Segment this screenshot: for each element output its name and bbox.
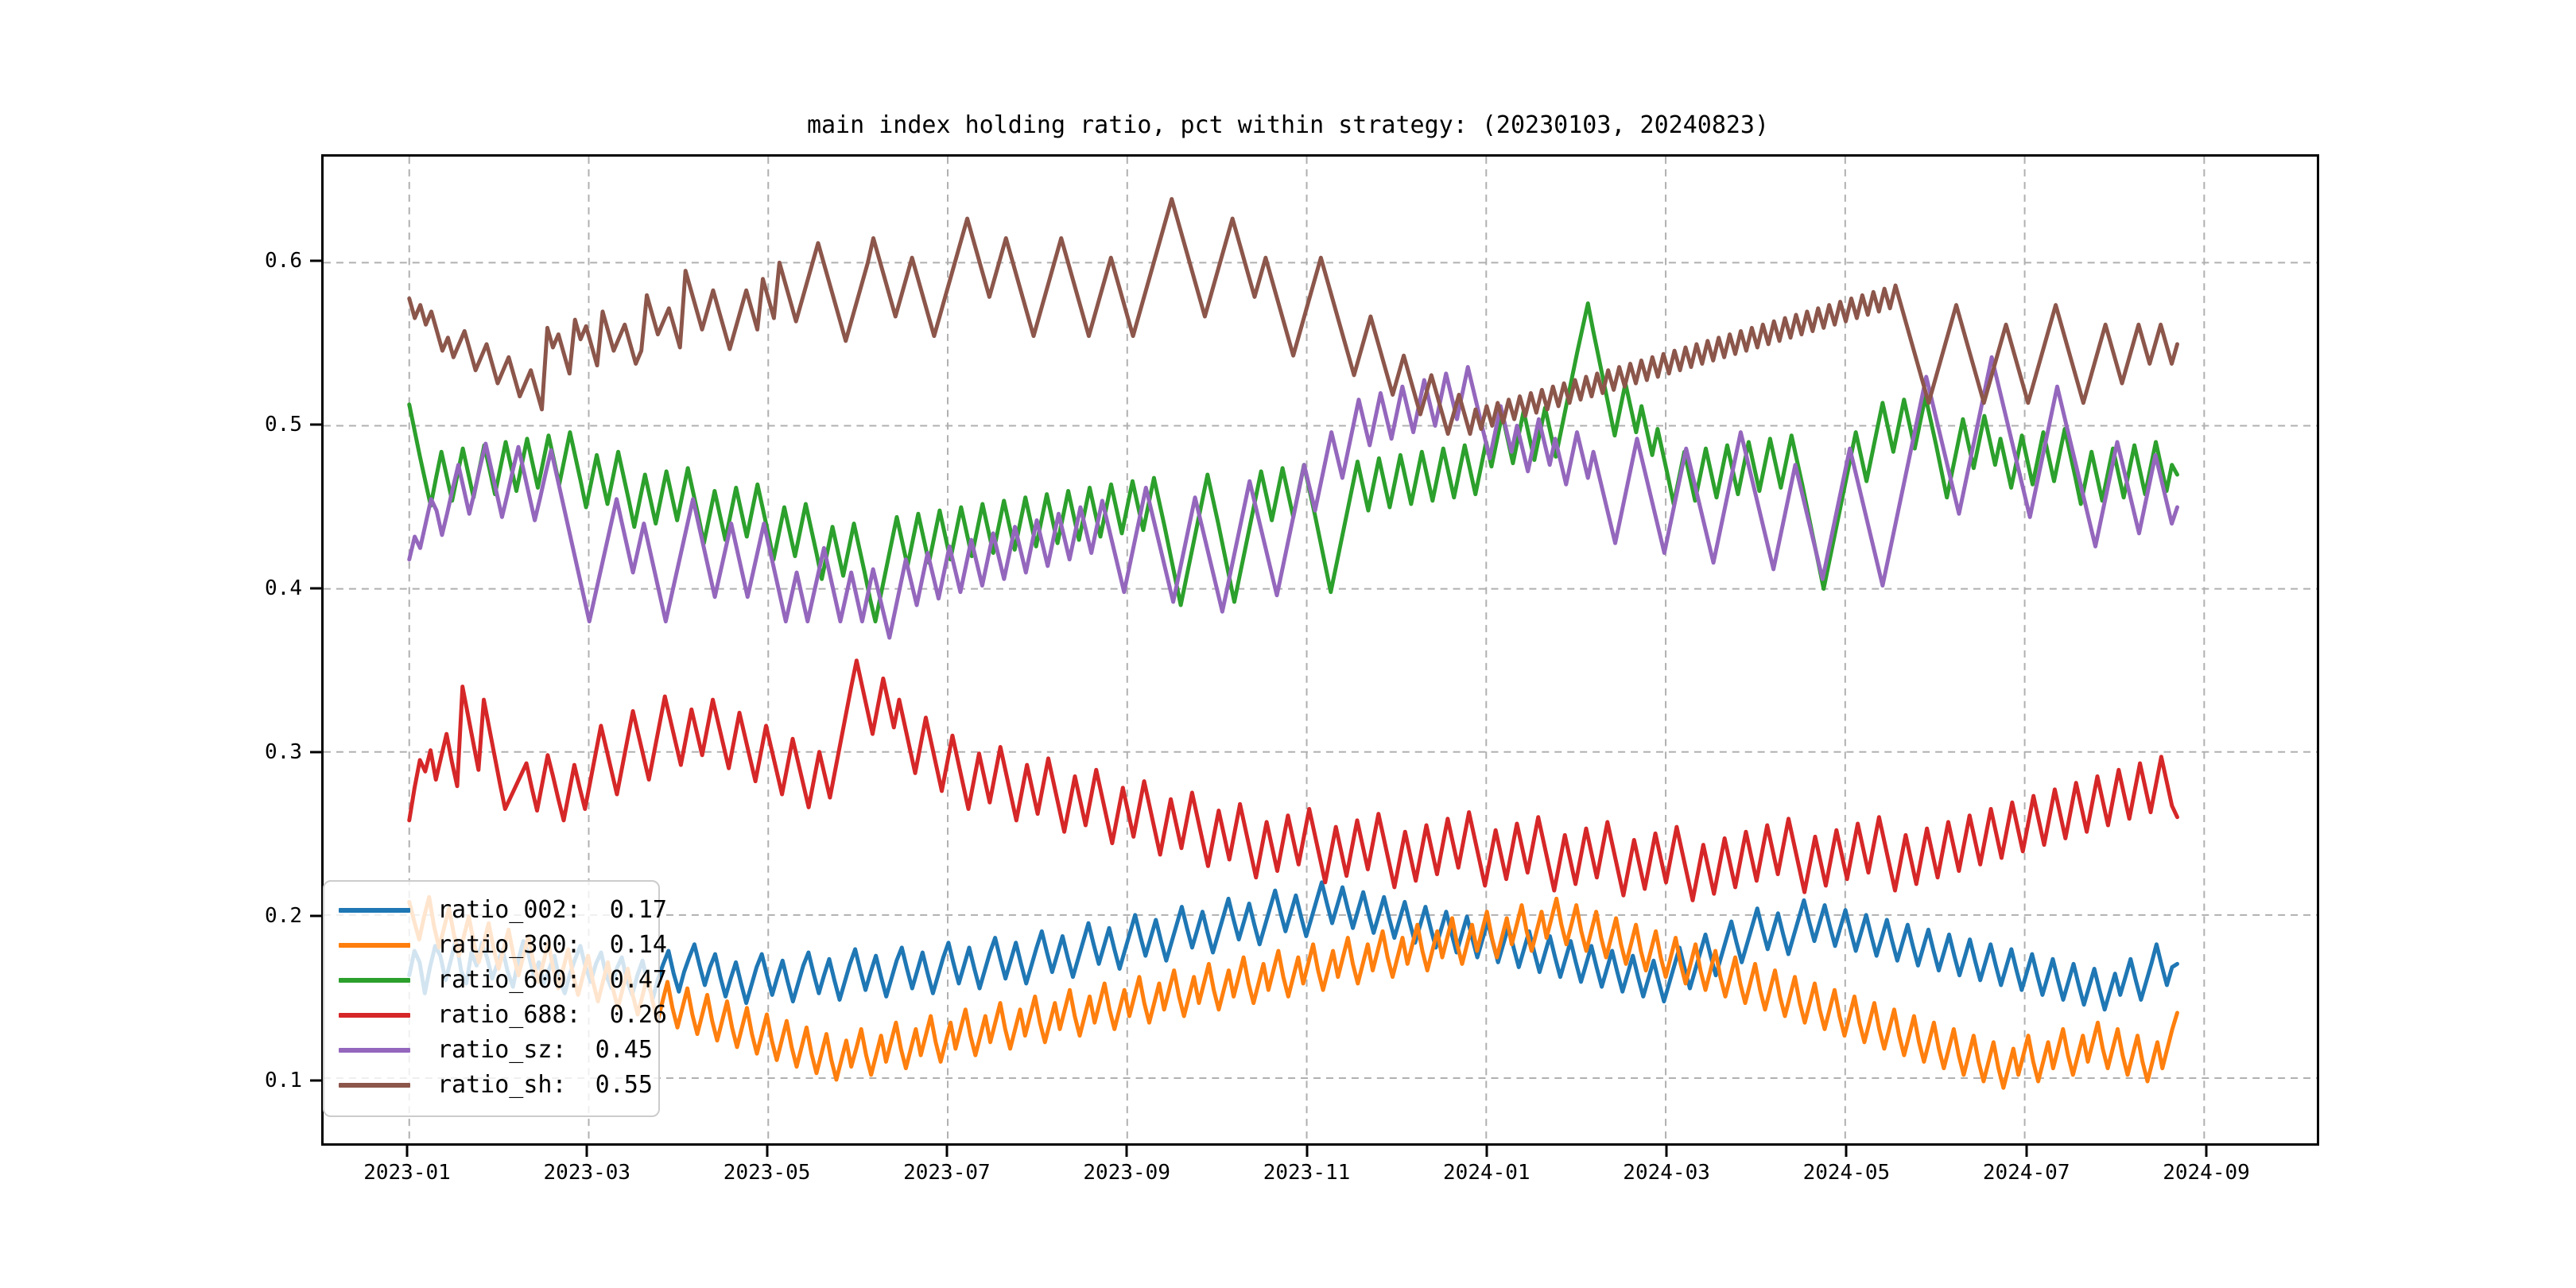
series-line-ratio_300 — [407, 894, 2179, 1090]
legend-label-ratio_sz: ratio_sz: 0.45 — [437, 1036, 653, 1064]
chart-title: main index holding ratio, pct within str… — [806, 111, 1770, 139]
legend-color-swatch-ratio_300 — [339, 943, 410, 948]
y-tick-mark — [310, 751, 321, 754]
legend-label-ratio_688: ratio_688: 0.26 — [437, 1001, 667, 1029]
series-line-ratio_sh — [407, 196, 2179, 436]
x-tick-label: 2023-09 — [1083, 1161, 1170, 1185]
series-line-ratio_sz — [407, 355, 2179, 640]
data-series-lines — [407, 196, 2179, 1090]
x-tick-mark — [1665, 1146, 1668, 1157]
legend-color-swatch-ratio_sh — [339, 1083, 410, 1088]
x-tick-label: 2024-05 — [1802, 1161, 1891, 1185]
x-tick-mark — [766, 1146, 769, 1157]
x-tick-mark — [945, 1146, 949, 1157]
legend-label-ratio_600: ratio_600: 0.47 — [437, 966, 667, 994]
x-tick-mark — [1305, 1146, 1308, 1157]
x-tick-mark — [585, 1146, 588, 1157]
y-tick-label: 0.5 — [265, 413, 302, 437]
y-tick-label: 0.6 — [265, 248, 302, 273]
legend-label-ratio_002: ratio_002: 0.17 — [437, 896, 667, 924]
x-tick-label: 2023-05 — [723, 1161, 811, 1185]
y-tick-mark — [310, 587, 321, 590]
legend-color-swatch-ratio_688 — [339, 1013, 410, 1018]
chart-legend[interactable]: ratio_002: 0.17 ratio_300: 0.14 ratio_600:… — [323, 880, 667, 1117]
y-tick-label: 0.1 — [265, 1068, 302, 1092]
x-tick-label: 2023-01 — [363, 1161, 451, 1185]
x-tick-mark — [2205, 1146, 2208, 1157]
legend-item-ratio_sz[interactable]: ratio_sz: 0.45 — [339, 1033, 653, 1068]
x-tick-mark — [1845, 1146, 1848, 1157]
y-tick-label: 0.4 — [265, 576, 302, 601]
legend-color-swatch-ratio_sz — [339, 1048, 410, 1053]
y-tick-mark — [310, 914, 321, 918]
x-tick-label: 2024-07 — [1982, 1161, 2070, 1185]
y-tick-mark — [310, 423, 321, 426]
x-tick-mark — [1485, 1146, 1488, 1157]
y-tick-mark — [310, 1079, 321, 1082]
x-tick-label: 2023-07 — [903, 1161, 991, 1185]
x-tick-mark — [405, 1146, 409, 1157]
y-axis-tick-labels: 0.1 0.2 0.3 0.4 0.5 0.6 — [191, 154, 302, 1146]
x-tick-mark — [2025, 1146, 2028, 1157]
legend-label-ratio_sh: ratio_sh: 0.55 — [437, 1071, 653, 1099]
x-tick-label: 2023-11 — [1263, 1161, 1351, 1185]
y-tick-mark — [310, 259, 321, 262]
legend-label-ratio_300: ratio_300: 0.14 — [437, 931, 667, 959]
y-tick-label: 0.2 — [265, 904, 302, 929]
legend-item-ratio_688[interactable]: ratio_688: 0.26 — [339, 998, 667, 1033]
legend-color-swatch-ratio_002 — [339, 908, 410, 913]
x-tick-label: 2024-01 — [1443, 1161, 1530, 1185]
x-axis-ticks — [321, 1146, 2319, 1157]
series-line-ratio_688 — [407, 658, 2179, 902]
y-axis-ticks — [310, 154, 321, 1146]
x-axis-tick-labels: 2023-01 2023-03 2023-05 2023-07 2023-09 2023-… — [321, 1161, 2319, 1208]
legend-item-ratio_300[interactable]: ratio_300: 0.14 — [339, 928, 667, 963]
x-tick-label: 2024-03 — [1623, 1161, 1710, 1185]
y-tick-label: 0.3 — [265, 740, 302, 765]
legend-item-ratio_002[interactable]: ratio_002: 0.17 — [339, 893, 667, 928]
legend-item-ratio_sh[interactable]: ratio_sh: 0.55 — [339, 1068, 653, 1103]
x-tick-mark — [1125, 1146, 1128, 1157]
legend-item-ratio_600[interactable]: ratio_600: 0.47 — [339, 963, 667, 998]
x-tick-label: 2023-03 — [543, 1161, 631, 1185]
series-line-ratio_002 — [407, 880, 2179, 1012]
x-tick-label: 2024-09 — [2163, 1161, 2250, 1185]
legend-color-swatch-ratio_600 — [339, 978, 410, 983]
